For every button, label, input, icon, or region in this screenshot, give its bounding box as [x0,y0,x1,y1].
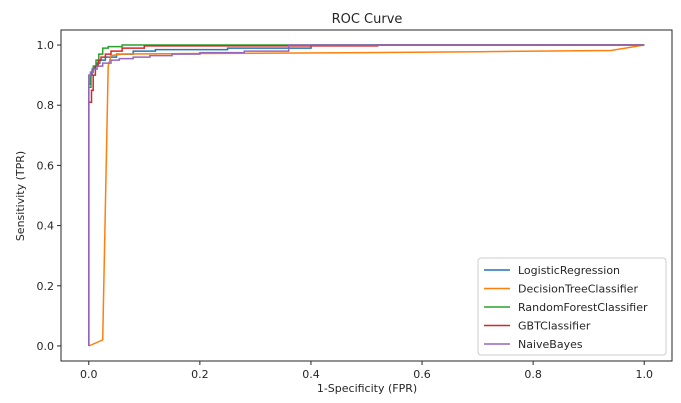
series-line-gbtclassifier [88,44,645,346]
series-line-decisiontreeclassifier [88,44,645,347]
x-tick-label: 0.4 [302,368,320,381]
legend-label-gbtclassifier: GBTClassifier [518,320,591,333]
legend-label-logisticregression: LogisticRegression [518,264,620,277]
y-tick-label: 0.6 [37,159,55,172]
y-tick-label: 0.8 [37,99,55,112]
x-axis-ticks: 0.0 0.2 0.4 0.6 0.8 1.0 [80,361,653,381]
legend-label-randomforestclassifier: RandomForestClassifier [518,301,648,314]
x-tick-label: 0.6 [413,368,431,381]
chart-title: ROC Curve [332,12,403,27]
plot-frame [60,29,673,362]
y-axis-ticks: 0.0 0.2 0.4 0.6 0.8 1.0 [37,39,61,353]
series-lines [88,44,645,347]
legend-label-naivebayes: NaiveBayes [518,338,583,351]
y-axis-label: Sensitivity (TPR) [14,151,27,241]
x-tick-label: 1.0 [635,368,653,381]
y-tick-label: 1.0 [37,39,55,52]
x-tick-label: 0.8 [524,368,542,381]
series-line-naivebayes [88,44,645,346]
series-line-logisticregression [88,44,645,346]
y-tick-label: 0.0 [37,340,55,353]
x-tick-label: 0.0 [80,368,98,381]
legend-box [477,257,667,356]
legend-label-decisiontreeclassifier: DecisionTreeClassifier [518,283,638,296]
legend: LogisticRegression DecisionTreeClassifier… [477,257,667,356]
x-axis-label: 1-Specificity (FPR) [317,382,417,395]
legend-entries: LogisticRegression DecisionTreeClassifier… [484,264,648,351]
plot-area: 0.0 0.2 0.4 0.6 0.8 1.0 0.0 0.2 0.4 0.6 0.8 1.0 [37,29,673,381]
x-tick-label: 0.2 [191,368,209,381]
y-tick-label: 0.2 [37,280,55,293]
y-tick-label: 0.4 [37,220,55,233]
